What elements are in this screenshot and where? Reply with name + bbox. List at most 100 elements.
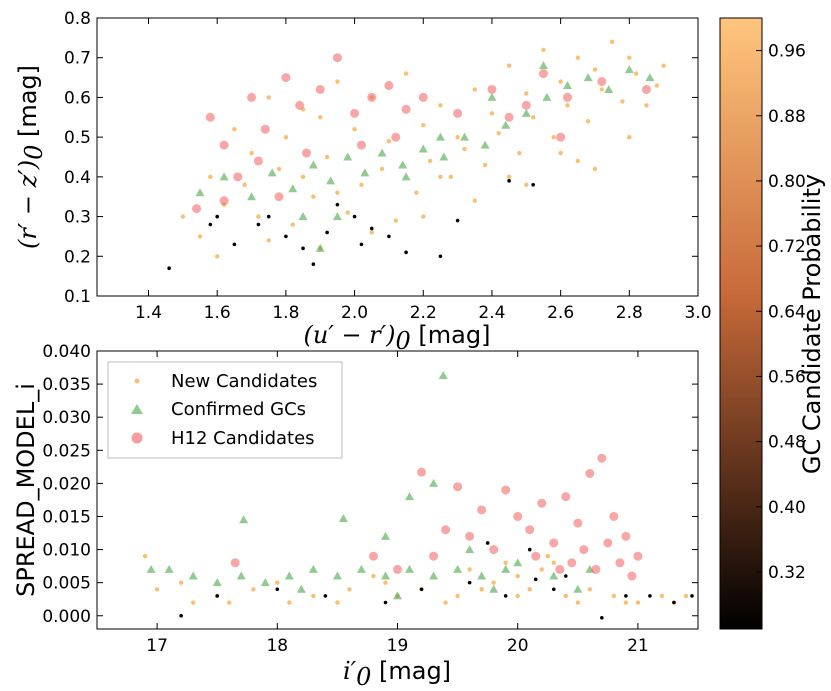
h12-candidate-point — [429, 551, 439, 561]
new-candidate-point — [575, 600, 580, 605]
new-candidate-point — [276, 166, 282, 172]
new-candidate-point — [335, 190, 340, 195]
h12-candidate-point — [513, 511, 523, 521]
h12-candidate-point — [621, 531, 631, 541]
top-x-tick-label: 1.8 — [272, 303, 299, 323]
h12-candidate-point — [233, 172, 243, 182]
h12-candidate-point — [465, 531, 475, 541]
h12-candidate-point — [453, 108, 463, 118]
bottom-y-tick-label: 0.040 — [42, 342, 91, 362]
h12-candidate-point — [247, 92, 257, 102]
bottom-y-tick-label: 0.020 — [42, 474, 91, 494]
top-x-tick-label: 1.6 — [204, 303, 231, 323]
new-candidate-point — [455, 134, 460, 140]
h12-candidate-point — [356, 140, 366, 150]
confirmed-gc-point — [332, 212, 342, 221]
confirmed-gc-point — [267, 168, 277, 177]
new-candidate-point — [142, 553, 148, 559]
h12-candidate-point — [393, 564, 402, 574]
low-probability-point — [467, 580, 472, 585]
confirmed-gc-point — [315, 243, 325, 252]
colorbar-tick-label: 0.80 — [768, 172, 806, 192]
confirmed-gc-point — [477, 571, 487, 580]
new-candidate-point — [515, 573, 520, 579]
low-probability-point — [325, 230, 329, 235]
new-candidate-point — [563, 593, 568, 599]
h12-candidate-point — [192, 204, 202, 214]
new-candidate-point — [335, 79, 340, 84]
low-probability-point — [208, 222, 213, 227]
bottom-x-tick-label: 20 — [507, 636, 529, 656]
h12-candidate-point — [549, 538, 559, 548]
h12-candidate-point — [609, 511, 619, 521]
new-candidate-point — [565, 103, 570, 108]
new-candidate-point — [227, 600, 232, 605]
new-candidate-point — [421, 214, 426, 219]
bottom-x-tick-label: 19 — [387, 636, 409, 656]
new-candidate-point — [503, 560, 508, 566]
low-probability-point — [323, 594, 328, 598]
confirmed-gc-point — [188, 571, 198, 580]
h12-candidate-point — [332, 53, 342, 63]
bottom-y-tick-label: 0.030 — [42, 408, 91, 428]
confirmed-gc-point — [236, 571, 246, 580]
new-candidate-point — [318, 115, 323, 120]
legend-label-new: New Candidates — [171, 371, 317, 392]
new-candidate-point — [599, 87, 605, 92]
new-candidate-point — [541, 47, 546, 52]
low-probability-point — [359, 242, 364, 247]
new-candidate-point — [482, 162, 488, 168]
h12-candidate-point — [384, 81, 394, 91]
low-probability-point — [275, 587, 280, 592]
confirmed-gc-point — [343, 152, 353, 161]
new-candidate-point — [311, 194, 316, 199]
h12-candidate-point — [417, 467, 427, 477]
bottom-x-tick-label: 17 — [146, 636, 168, 656]
low-probability-point — [352, 214, 357, 219]
new-candidate-point — [197, 234, 203, 239]
new-candidate-point — [352, 127, 357, 132]
new-candidate-point — [427, 158, 433, 164]
new-candidate-point — [620, 99, 625, 104]
new-candidate-point — [266, 95, 271, 100]
confirmed-gc-point — [146, 564, 156, 573]
new-candidate-point — [251, 587, 256, 592]
new-candidate-point — [300, 174, 306, 180]
h12-candidate-point — [401, 104, 411, 114]
low-probability-point — [301, 246, 305, 251]
low-probability-point — [438, 254, 443, 259]
low-probability-point — [311, 262, 316, 267]
h12-candidate-point — [441, 525, 451, 535]
new-candidate-point — [644, 103, 649, 108]
colorbar-gradient — [719, 17, 763, 630]
new-candidate-point — [575, 158, 580, 164]
confirmed-gc-point — [308, 564, 318, 573]
legend-frame — [107, 361, 343, 459]
legend-marker-confirmed — [131, 404, 143, 414]
colorbar-tick-label: 0.96 — [768, 42, 806, 62]
new-candidate-point — [371, 573, 376, 579]
new-candidate-point — [335, 600, 340, 605]
top-y-tick-label: 0.4 — [64, 168, 91, 188]
colorbar: 0.32 0.40 0.48 0.56 0.64 0.72 0.80 0.88 0.96 GC … — [719, 17, 826, 630]
new-candidate-point — [414, 190, 419, 195]
new-candidate-point — [496, 130, 502, 136]
new-candidate-point — [242, 182, 247, 187]
h12-candidate-point — [253, 156, 263, 166]
top-x-tick-label: 2.2 — [410, 303, 437, 323]
colorbar-ticks: 0.32 0.40 0.48 0.56 0.64 0.72 0.80 0.88 0.96 — [756, 42, 806, 583]
new-candidate-point — [558, 79, 563, 84]
h12-candidate-point — [219, 196, 229, 206]
confirmed-gc-point — [393, 591, 402, 600]
low-probability-point — [648, 594, 652, 598]
h12-candidate-point — [219, 140, 229, 150]
top-x-tick-label: 2.8 — [616, 303, 643, 323]
new-candidate-point — [232, 127, 237, 132]
h12-candidate-point — [567, 558, 577, 568]
new-candidate-point — [256, 214, 261, 219]
low-probability-point — [404, 250, 408, 255]
h12-candidate-point — [521, 100, 531, 110]
colorbar-tick-label: 0.88 — [768, 107, 806, 127]
low-probability-point — [551, 587, 556, 592]
confirmed-gc-point — [401, 172, 411, 181]
